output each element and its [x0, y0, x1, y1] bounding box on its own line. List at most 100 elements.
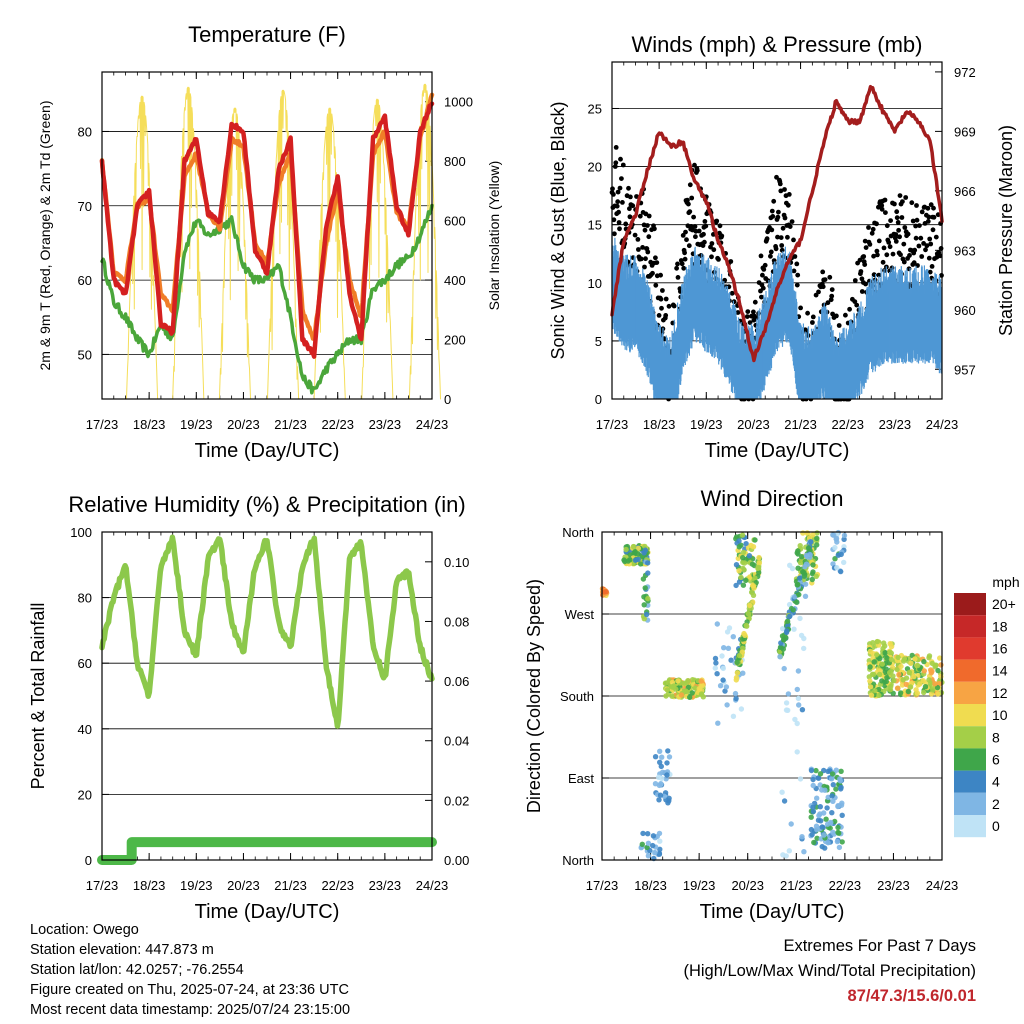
- gust-point: [827, 274, 833, 280]
- gust-point: [729, 290, 735, 296]
- direction-point: [838, 768, 844, 774]
- x-tick-label: 22/23: [321, 417, 354, 432]
- gust-point: [775, 214, 781, 220]
- gust-point: [653, 282, 659, 288]
- gust-point: [798, 305, 803, 311]
- direction-point: [712, 665, 718, 671]
- y-axis-label: Direction (Colored By Speed): [524, 579, 544, 813]
- direction-point: [733, 582, 739, 589]
- direction-point: [635, 556, 641, 563]
- direction-point: [733, 562, 740, 568]
- direction-point: [898, 663, 904, 670]
- direction-point: [813, 573, 819, 579]
- gust-point: [828, 297, 834, 303]
- direction-point: [829, 771, 836, 777]
- x-tick-label: 20/23: [737, 417, 770, 432]
- direction-point: [793, 599, 800, 605]
- direction-point: [810, 776, 816, 783]
- direction-point: [872, 687, 878, 694]
- gust-point: [905, 231, 911, 237]
- gust-point: [789, 219, 795, 225]
- extremes-title: Extremes For Past 7 Days: [783, 937, 976, 955]
- gust-point: [675, 261, 680, 267]
- y-tick-label: 20: [588, 160, 602, 175]
- gust-point: [903, 195, 909, 200]
- direction-point: [681, 680, 687, 686]
- direction-point: [625, 558, 631, 564]
- gust-point: [692, 162, 697, 168]
- direction-point: [787, 562, 793, 568]
- legend-label: 0: [992, 818, 1000, 834]
- direction-point: [714, 671, 720, 677]
- gust-point: [879, 203, 885, 209]
- gust-point: [765, 278, 771, 283]
- gust-point: [686, 201, 691, 207]
- y2-tick-label: 600: [444, 214, 466, 229]
- panel-title: Temperature (F): [188, 22, 346, 47]
- direction-point: [888, 656, 895, 663]
- x-tick-label: 21/23: [274, 878, 307, 893]
- gust-point: [900, 199, 905, 205]
- legend-swatch: [954, 792, 986, 815]
- gust-point: [653, 255, 658, 261]
- y2-axis-label: Station Pressure (Maroon): [996, 125, 1016, 336]
- gust-point: [926, 255, 932, 261]
- direction-point: [645, 853, 652, 859]
- direction-point: [879, 661, 885, 667]
- direction-point: [808, 767, 815, 774]
- direction-tick-label: West: [565, 607, 595, 622]
- direction-point: [817, 804, 823, 810]
- direction-point: [876, 692, 882, 699]
- legend-label: 18: [992, 618, 1008, 634]
- speed-legend: mph 20+ 18 16 14 12 10 8 6 4 2 0: [954, 574, 1020, 838]
- gust-point: [646, 234, 652, 240]
- gust-point: [615, 189, 621, 195]
- direction-point: [689, 690, 695, 696]
- direction-point: [783, 700, 790, 706]
- gust-point: [914, 217, 920, 223]
- direction-point: [830, 782, 836, 788]
- direction-point: [640, 576, 647, 582]
- direction-point: [780, 852, 786, 858]
- gust-point: [663, 313, 669, 318]
- direction-point: [732, 690, 739, 697]
- y2-tick-label: 960: [954, 303, 976, 318]
- direction-point: [809, 576, 815, 583]
- gust-point: [762, 262, 768, 268]
- direction-point: [748, 542, 754, 549]
- direction-point: [745, 610, 751, 617]
- direction-point: [644, 844, 650, 851]
- direction-point: [794, 749, 800, 755]
- x-tick-label: 21/23: [784, 417, 817, 432]
- gust-point: [656, 313, 662, 318]
- y2-tick-label: 0.08: [444, 614, 469, 629]
- direction-point: [730, 713, 737, 719]
- gust-point: [887, 244, 893, 250]
- gust-point: [901, 259, 907, 265]
- gust-point: [652, 226, 657, 232]
- direction-tick-label: East: [568, 771, 594, 786]
- gust-point: [778, 188, 784, 194]
- direction-point: [675, 678, 681, 684]
- direction-point: [750, 583, 756, 589]
- gust-point: [791, 268, 797, 274]
- direction-point: [796, 702, 802, 708]
- extremes-values: 87/47.3/15.6/0.01: [847, 987, 976, 1005]
- gust-point: [692, 224, 698, 229]
- gust-point: [773, 246, 779, 252]
- direction-point: [641, 550, 647, 556]
- gust-point: [805, 310, 810, 316]
- direction-point: [876, 671, 883, 678]
- gust-point: [645, 223, 650, 228]
- direction-point: [929, 660, 935, 667]
- direction-point: [664, 772, 670, 778]
- direction-point: [838, 568, 844, 575]
- gust-point: [681, 265, 687, 271]
- gust-point: [866, 225, 871, 230]
- direction-tick-label: North: [562, 525, 594, 540]
- gust-point: [770, 214, 776, 219]
- direction-point: [639, 841, 645, 847]
- direction-point: [797, 543, 803, 549]
- gust-point: [863, 281, 868, 287]
